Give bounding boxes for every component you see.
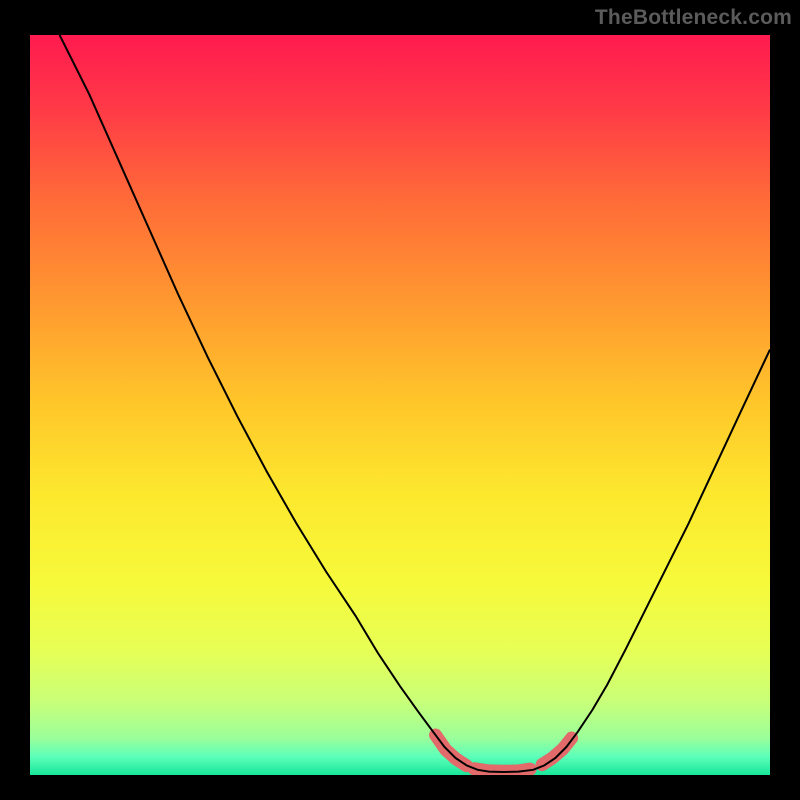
chart-svg (30, 35, 770, 775)
watermark-text: TheBottleneck.com (595, 6, 792, 30)
plot-area (30, 35, 770, 775)
gradient-background (30, 35, 770, 775)
figure-canvas: TheBottleneck.com (0, 0, 800, 800)
